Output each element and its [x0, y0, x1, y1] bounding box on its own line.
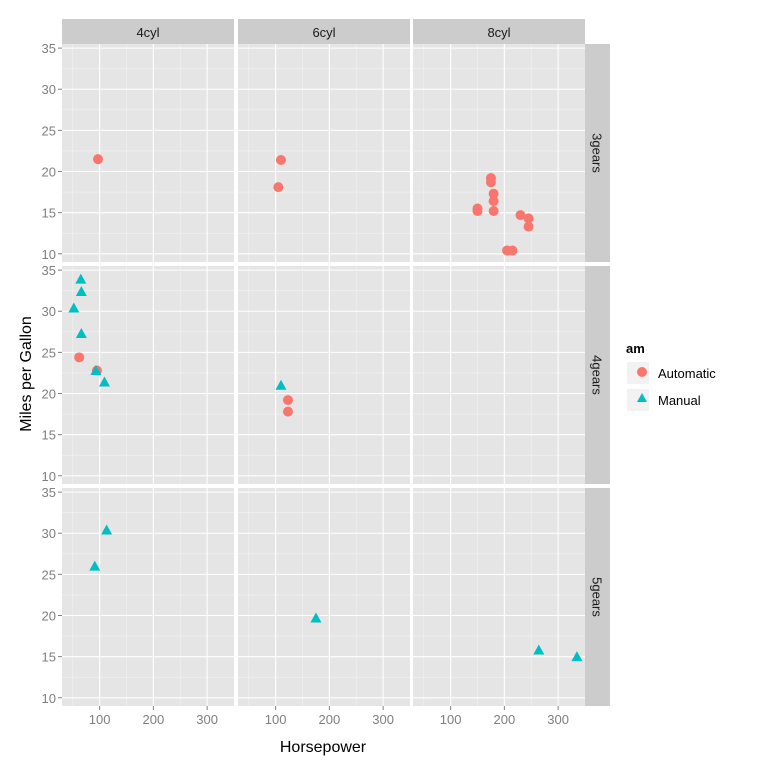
row-strip-3gears: [585, 44, 610, 262]
column-strip-6cyl: [238, 19, 410, 44]
point-manual: [75, 286, 87, 297]
point-automatic: [74, 352, 85, 363]
y-tick-label: 25: [42, 123, 56, 138]
facet-panel-8cyl-5gears: [413, 488, 585, 706]
column-strip-label: 8cyl: [487, 25, 510, 40]
y-tick-label: 25: [42, 567, 56, 582]
y-tick-label: 30: [42, 304, 56, 319]
point-automatic: [488, 205, 499, 216]
legend-label-manual: Manual: [658, 393, 701, 408]
point-manual: [75, 327, 87, 338]
points-layer: [68, 154, 583, 662]
strips-layer: 4cyl 6cyl 8cyl 3gears 4gears 5gears: [62, 19, 610, 706]
legend-label-automatic: Automatic: [658, 366, 716, 381]
column-strip-label: 6cyl: [312, 25, 335, 40]
y-tick-label: 10: [42, 247, 56, 262]
y-tick-label: 35: [42, 485, 56, 500]
x-tick-label: 200: [319, 712, 341, 727]
x-tick-label: 300: [196, 712, 218, 727]
point-manual: [310, 612, 322, 623]
point-manual: [275, 379, 287, 390]
point-manual: [101, 524, 113, 535]
panels-layer: [62, 44, 585, 706]
x-tick-label: 100: [265, 712, 287, 727]
point-manual: [89, 560, 101, 571]
point-automatic: [515, 210, 526, 221]
row-strip-label: 5gears: [590, 577, 605, 617]
point-manual: [571, 651, 583, 662]
x-tick-label: 100: [89, 712, 111, 727]
facet-panel-6cyl-4gears: [238, 266, 410, 484]
legend: am Automatic Manual: [626, 341, 716, 411]
y-tick-label: 20: [42, 387, 56, 402]
facet-panel-4cyl-5gears: [62, 488, 234, 706]
y-tick-label: 10: [42, 691, 56, 706]
point-automatic: [276, 154, 286, 165]
y-tick-label: 35: [42, 41, 56, 56]
row-strip-4gears: [585, 266, 610, 484]
point-automatic: [507, 245, 518, 256]
column-strip-4cyl: [62, 19, 234, 44]
y-axis-title: Miles per Gallon: [18, 316, 35, 432]
point-manual: [68, 302, 80, 313]
facet-panel-4cyl-4gears: [62, 266, 234, 484]
y-tick-label: 15: [42, 206, 56, 221]
point-automatic: [488, 196, 499, 207]
point-automatic: [523, 213, 534, 224]
y-tick-label: 25: [42, 345, 56, 360]
y-tick-label: 20: [42, 165, 56, 180]
legend-manual-marker: [637, 393, 647, 402]
x-tick-label: 300: [547, 712, 569, 727]
point-automatic: [273, 182, 284, 193]
column-strip-8cyl: [413, 19, 585, 44]
facet-panel-6cyl-5gears: [238, 488, 410, 706]
y-tick-label: 30: [42, 82, 56, 97]
row-strip-label: 4gears: [590, 355, 605, 395]
y-tick-label: 30: [42, 526, 56, 541]
point-manual: [90, 364, 102, 375]
y-tick-label: 35: [42, 263, 56, 278]
legend-title: am: [626, 341, 645, 356]
facet-panel-6cyl-3gears: [238, 44, 410, 262]
point-automatic: [282, 395, 293, 406]
facet-panel-8cyl-4gears: [413, 266, 585, 484]
point-automatic: [523, 221, 534, 232]
point-manual: [533, 644, 545, 655]
point-automatic: [472, 205, 483, 216]
x-axis-title: Horsepower: [280, 739, 367, 756]
point-manual: [98, 376, 110, 387]
x-tick-label: 300: [372, 712, 394, 727]
y-tick-label: 15: [42, 650, 56, 665]
facet-panel-8cyl-3gears: [413, 44, 585, 262]
point-automatic: [488, 188, 499, 199]
row-strip-5gears: [585, 488, 610, 706]
facet-panel-4cyl-3gears: [62, 44, 234, 262]
x-tick-label: 200: [494, 712, 516, 727]
x-tick-label: 200: [143, 712, 165, 727]
point-automatic: [93, 154, 104, 165]
legend-automatic-marker: [637, 367, 647, 377]
x-tick-label: 100: [440, 712, 462, 727]
column-strip-label: 4cyl: [136, 25, 159, 40]
y-tick-label: 15: [42, 428, 56, 443]
legend-key-manual: [627, 389, 649, 411]
point-automatic: [282, 406, 293, 417]
y-tick-label: 20: [42, 609, 56, 624]
y-tick-label: 10: [42, 469, 56, 484]
point-manual: [75, 273, 87, 284]
row-strip-label: 3gears: [590, 133, 605, 173]
point-automatic: [485, 177, 496, 188]
